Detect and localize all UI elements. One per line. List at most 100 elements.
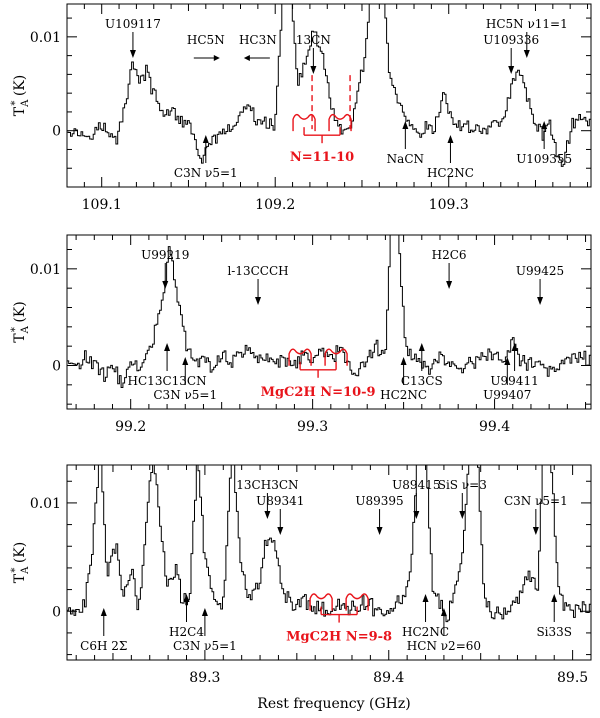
- arrow-head: [532, 527, 539, 535]
- line-label: H2C6: [432, 248, 467, 262]
- x-tick-label: 89.4: [373, 670, 404, 686]
- model-profile: [288, 348, 312, 366]
- y-tick-label: 0: [52, 359, 61, 375]
- line-label: U99425: [516, 264, 564, 278]
- y-title-sup: *: [10, 327, 21, 332]
- arrow-head: [376, 527, 383, 535]
- y-title-T: T: [12, 573, 28, 583]
- line-label: HC5N: [187, 33, 225, 47]
- arrow-head: [162, 281, 169, 289]
- line-label: U109355: [516, 152, 572, 166]
- y-title-sub: A: [20, 566, 31, 575]
- y-title-unit: (K): [12, 542, 28, 568]
- y-title-sub: A: [20, 99, 31, 108]
- y-tick-label: 0: [52, 604, 61, 620]
- y-axis-title: TA* (K): [10, 301, 31, 342]
- x-tick-label: 99.2: [115, 419, 146, 435]
- arrow-head: [440, 608, 447, 616]
- highlight-model: [292, 75, 352, 144]
- arrow-head: [504, 357, 511, 365]
- line-label: H2C4: [169, 625, 204, 639]
- x-tick-label: 99.4: [479, 419, 510, 435]
- y-axis-title: TA* (K): [10, 75, 31, 116]
- highlight-model: [309, 593, 369, 623]
- line-label: U109336: [483, 33, 539, 47]
- line-label: C3N ν5=1: [174, 166, 238, 180]
- y-title-unit: (K): [12, 75, 28, 101]
- plot-frame: [66, 234, 592, 410]
- plot-frame: [66, 3, 592, 188]
- arrow-head: [310, 66, 317, 74]
- y-tick-label: 0.01: [30, 30, 61, 46]
- arrow-head: [446, 281, 453, 289]
- plot-frame: [66, 464, 592, 661]
- line-label: SiS ν=3: [438, 478, 487, 492]
- line-label: l-13CCCH: [227, 264, 288, 278]
- spectrum-line: [67, 4, 591, 167]
- arrow-head: [459, 511, 466, 519]
- model-profile: [328, 113, 352, 132]
- line-label: HC3N: [239, 33, 277, 47]
- arrow-head: [541, 121, 548, 129]
- x-tick-label: 109.2: [255, 197, 295, 213]
- arrow-head: [129, 50, 136, 58]
- x-tick-label: 89.5: [557, 670, 588, 686]
- highlight-label: N=11-10: [290, 150, 354, 165]
- arrow-head: [511, 343, 518, 351]
- highlight-model: [288, 348, 348, 378]
- line-label: HCN ν2=60: [407, 639, 481, 653]
- y-tick-label: 0.01: [30, 496, 61, 512]
- line-label: U89415: [392, 478, 440, 492]
- arrow-head: [100, 608, 107, 616]
- line-label: U89341: [256, 494, 304, 508]
- y-tick-label: 0.01: [30, 262, 61, 278]
- line-label: U99219: [141, 248, 189, 262]
- arrow-head: [422, 594, 429, 602]
- panel-bottom: 89.3 89.4 89.5 0 0.01 TA* (K) MgC2H N=9-8 13CH3…: [10, 464, 592, 686]
- x-tick-label: 109.3: [429, 197, 469, 213]
- line-label: U99407: [483, 388, 531, 402]
- x-tick-label: 89.3: [189, 670, 220, 686]
- model-profile: [324, 348, 348, 366]
- line-label: 13CH3CN: [236, 478, 298, 492]
- arrow-head: [551, 594, 558, 602]
- y-title-T: T: [12, 333, 28, 343]
- line-label: U109117: [105, 17, 161, 31]
- line-label: C3N ν5=1: [173, 639, 237, 653]
- line-label: C13CS: [401, 374, 443, 388]
- line-label: NaCN: [387, 152, 424, 166]
- line-label: C6H 2Σ: [80, 639, 127, 653]
- line-label: HC2NC: [380, 388, 427, 402]
- y-title-unit: (K): [12, 301, 28, 327]
- line-label: C3N ν5=1: [504, 494, 568, 508]
- y-tick-label: 0: [52, 124, 61, 140]
- y-title-sup: *: [10, 101, 21, 106]
- line-label: HC13C13CN: [128, 374, 207, 388]
- line-label: 13CN: [296, 33, 331, 47]
- line-label: C3N ν5=1: [153, 388, 217, 402]
- arrow-head: [418, 343, 425, 351]
- y-title-T: T: [12, 106, 28, 116]
- arrow-head: [402, 121, 409, 129]
- arrow-head: [164, 343, 171, 351]
- arrow-head: [277, 527, 284, 535]
- arrow-head: [523, 50, 530, 58]
- line-label: HC5N ν11=1: [486, 17, 568, 31]
- arrow-head: [182, 357, 189, 365]
- model-profile: [309, 593, 333, 611]
- line-label: Si33S: [536, 625, 572, 639]
- model-profile: [292, 113, 316, 132]
- highlight-label: MgC2H N=9-8: [286, 630, 392, 645]
- arrow-head: [213, 55, 220, 61]
- line-label: U89395: [355, 494, 403, 508]
- arrow-head: [255, 297, 262, 305]
- x-axis-title: Rest frequency (GHz): [257, 696, 410, 712]
- line-label: HC2NC: [427, 166, 474, 180]
- arrow-head: [413, 511, 420, 519]
- arrow-head: [537, 297, 544, 305]
- highlight-label: MgC2H N=10-9: [261, 385, 376, 400]
- arrow-head: [201, 608, 208, 616]
- y-axis-title: TA* (K): [10, 542, 31, 583]
